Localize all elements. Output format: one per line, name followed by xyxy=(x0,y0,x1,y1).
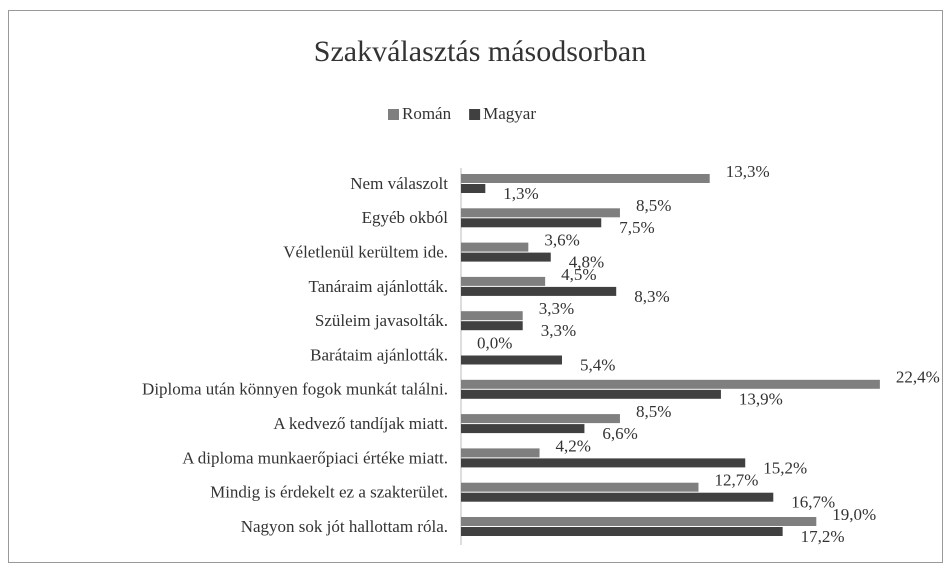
value-label: 3,6% xyxy=(544,231,579,250)
bar xyxy=(461,286,617,296)
value-label: 16,7% xyxy=(791,493,835,512)
value-label: 12,7% xyxy=(714,471,758,490)
legend-swatch xyxy=(388,109,399,120)
value-label: 0,0% xyxy=(477,333,512,352)
value-label: 8,3% xyxy=(634,287,669,306)
value-label: 8,5% xyxy=(636,402,671,421)
value-label: 8,5% xyxy=(636,196,671,215)
category-label: Diploma után könnyen fogok munkát találn… xyxy=(142,380,448,399)
bar xyxy=(461,448,540,458)
legend-label: Magyar xyxy=(483,104,536,123)
value-label: 4,8% xyxy=(569,253,604,272)
category-label: Nagyon sok jót hallottam róla. xyxy=(241,517,448,536)
value-label: 7,5% xyxy=(619,218,654,237)
category-label: Véletlenül kerültem ide. xyxy=(283,243,448,262)
value-label: 13,3% xyxy=(726,162,770,181)
bar xyxy=(461,527,783,536)
bar xyxy=(461,174,710,183)
category-label: Mindig is érdekelt ez a szakterület. xyxy=(210,483,448,502)
bar xyxy=(461,355,562,365)
category-label: Szüleim javasolták. xyxy=(315,311,448,330)
bar xyxy=(461,311,523,321)
bar xyxy=(461,379,880,389)
value-label: 3,3% xyxy=(541,321,576,340)
value-label: 6,6% xyxy=(602,424,637,443)
bar xyxy=(461,517,817,526)
category-label: Barátaim ajánlották. xyxy=(310,345,448,364)
bar xyxy=(461,492,774,502)
bar xyxy=(461,482,699,492)
legend-swatch xyxy=(469,109,481,120)
chart-title: Szakválasztás másodsorban xyxy=(314,35,646,68)
value-label: 17,2% xyxy=(801,527,845,546)
value-label: 5,4% xyxy=(580,355,615,374)
bar xyxy=(461,414,620,424)
category-label: A diploma munkaerőpiaci értéke miatt. xyxy=(182,448,448,467)
bar xyxy=(461,208,620,218)
bar xyxy=(461,252,551,262)
chart-frame xyxy=(8,10,943,563)
legend-label: Román xyxy=(402,104,452,123)
value-label: 4,2% xyxy=(556,436,591,455)
bar xyxy=(461,242,529,252)
value-label: 15,2% xyxy=(763,458,807,477)
value-label: 3,3% xyxy=(539,299,574,318)
category-label: A kedvező tandíjak miatt. xyxy=(273,414,448,433)
bar xyxy=(461,276,546,286)
bar xyxy=(461,458,746,468)
value-label: 22,4% xyxy=(896,368,940,387)
category-label: Nem válaszolt xyxy=(350,174,448,193)
value-label: 1,3% xyxy=(503,184,538,203)
bar xyxy=(461,218,602,228)
bar xyxy=(461,389,721,399)
category-label: Tanáraim ajánlották. xyxy=(309,277,448,296)
category-label: Egyéb okból xyxy=(362,208,449,227)
value-label: 19,0% xyxy=(832,505,876,524)
value-label: 13,9% xyxy=(739,390,783,409)
bar xyxy=(461,424,585,434)
value-label: 4,5% xyxy=(561,265,596,284)
bar xyxy=(461,321,523,331)
bar xyxy=(461,184,486,193)
